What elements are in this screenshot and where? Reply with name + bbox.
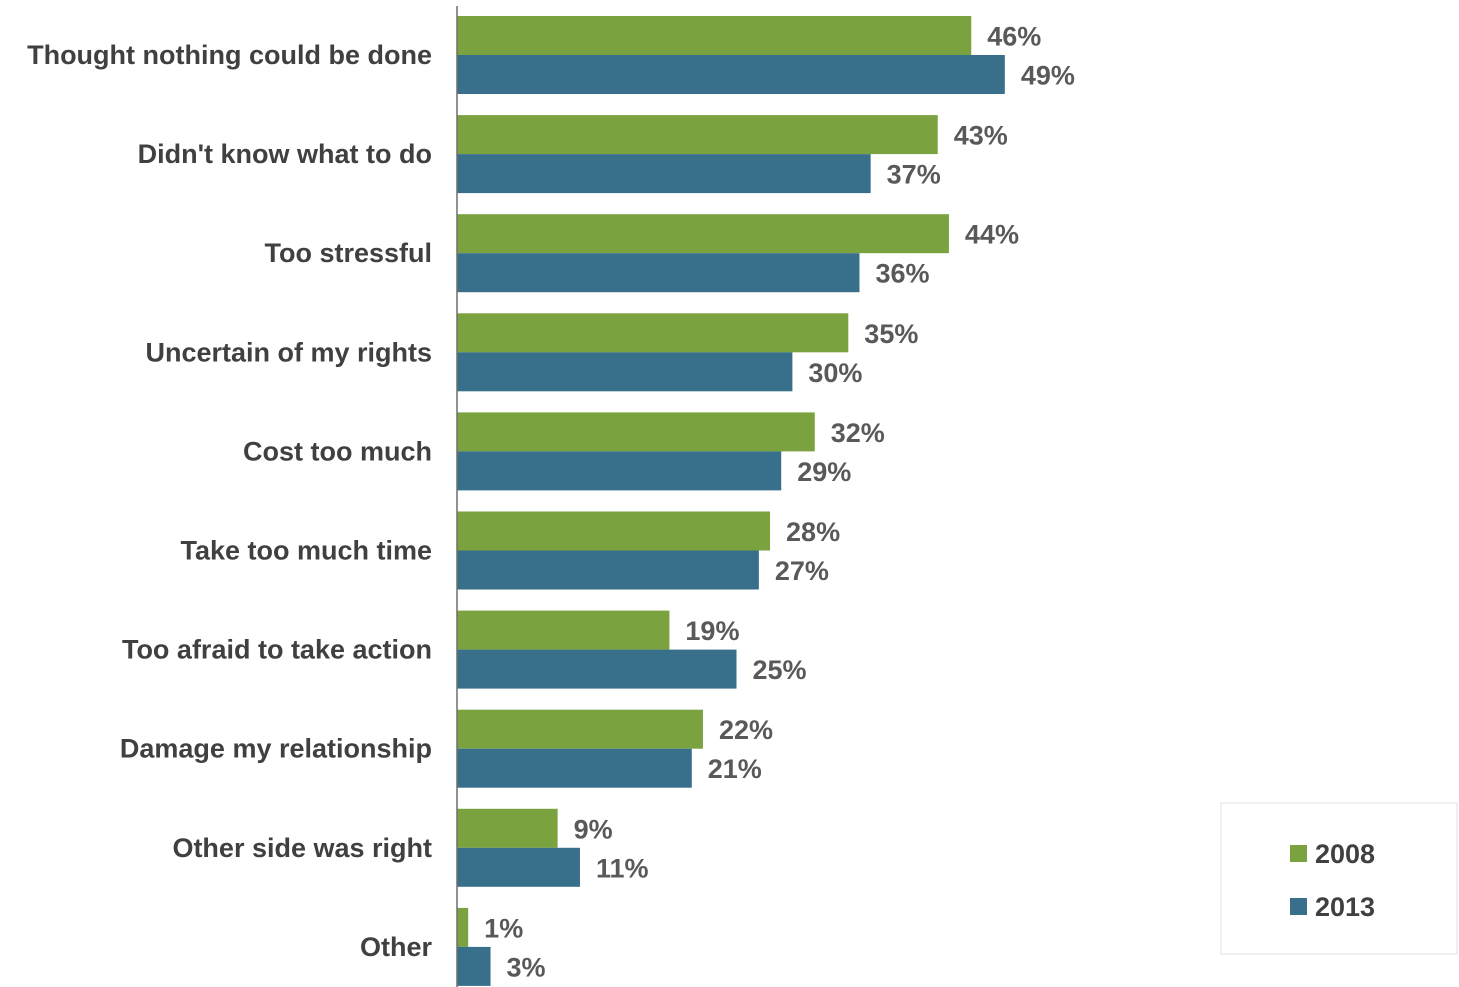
legend-swatch-2008 [1290,845,1307,862]
data-label-2008-uncertain-of-my-rights: 35% [864,319,918,349]
bar-2013-take-too-much-time [457,550,759,590]
bar-2008-damage-my-relationship [457,709,703,749]
category-label-too-stressful: Too stressful [264,238,432,268]
data-label-2008-too-afraid-to-take-action: 19% [685,616,739,646]
bar-2013-thought-nothing-could-be-done [457,55,1005,94]
bar-2008-cost-too-much [457,412,815,452]
bar-2013-didn-t-know-what-to-do [457,154,871,194]
category-label-take-too-much-time: Take too much time [180,536,432,566]
data-label-2008-thought-nothing-could-be-done: 46% [987,22,1041,52]
bar-2008-too-afraid-to-take-action [457,610,670,650]
category-label-cost-too-much: Cost too much [243,436,432,466]
data-label-2013-too-afraid-to-take-action: 25% [753,655,807,685]
data-label-2013-too-stressful: 36% [875,259,929,289]
bar-2013-too-stressful [457,253,860,293]
category-label-other: Other [360,932,433,962]
data-label-2013-cost-too-much: 29% [797,457,851,487]
data-label-2013-damage-my-relationship: 21% [708,754,762,784]
category-label-damage-my-relationship: Damage my relationship [120,734,432,764]
bar-2008-thought-nothing-could-be-done [457,16,972,55]
legend-label-2008: 2008 [1315,839,1375,869]
data-label-2008-too-stressful: 44% [965,220,1019,250]
data-label-2013-other: 3% [507,952,546,982]
bar-2013-other [457,946,491,986]
category-label-uncertain-of-my-rights: Uncertain of my rights [145,337,432,367]
data-label-2008-take-too-much-time: 28% [786,517,840,547]
legend-box [1220,802,1458,955]
data-label-2008-other-side-was-right: 9% [574,814,613,844]
data-label-2013-take-too-much-time: 27% [775,556,829,586]
data-label-2013-thought-nothing-could-be-done: 49% [1021,61,1075,91]
data-label-2013-other-side-was-right: 11% [596,853,649,883]
bar-2013-uncertain-of-my-rights [457,352,793,392]
bar-2013-damage-my-relationship [457,748,692,788]
category-label-too-afraid-to-take-action: Too afraid to take action [122,635,432,665]
category-label-thought-nothing-could-be-done: Thought nothing could be done [27,40,432,70]
bar-2013-cost-too-much [457,451,782,491]
bar-2013-other-side-was-right [457,847,580,887]
data-label-2008-other: 1% [484,913,523,943]
bar-2008-other [457,907,469,947]
data-label-2008-cost-too-much: 32% [831,418,885,448]
bar-2008-other-side-was-right [457,808,558,848]
bar-2013-too-afraid-to-take-action [457,649,737,689]
data-label-2013-didn-t-know-what-to-do: 37% [887,160,941,190]
bar-2008-too-stressful [457,214,949,254]
data-label-2013-uncertain-of-my-rights: 30% [808,358,862,388]
bars-layer [457,16,1005,986]
bar-2008-uncertain-of-my-rights [457,313,849,353]
legend-swatch-2013 [1290,898,1307,915]
legend: 2008 2013 [1220,802,1458,955]
bar-2008-take-too-much-time [457,511,771,551]
bar-2008-didn-t-know-what-to-do [457,115,938,155]
data-label-2008-damage-my-relationship: 22% [719,715,773,745]
data-label-2008-didn-t-know-what-to-do: 43% [954,121,1008,151]
category-label-other-side-was-right: Other side was right [172,833,432,863]
labels-layer: Thought nothing could be done 46% 49% Didn'… [27,22,1075,983]
category-label-didn-t-know-what-to-do: Didn't know what to do [138,139,432,169]
legend-label-2013: 2013 [1315,892,1375,922]
